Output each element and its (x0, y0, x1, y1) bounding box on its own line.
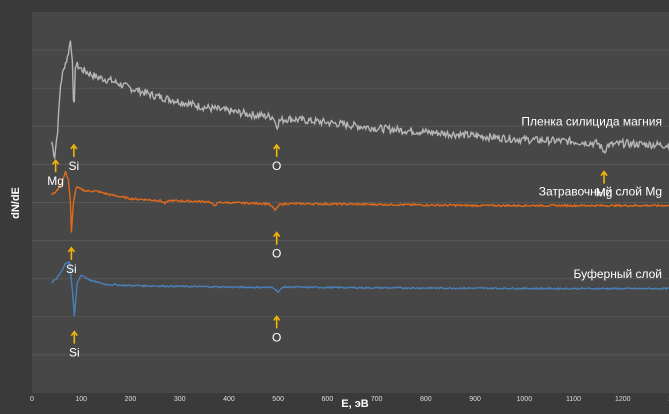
x-tick-label: 1200 (615, 396, 631, 403)
x-tick-label: 0 (30, 396, 34, 403)
x-tick-label: 100 (75, 396, 87, 403)
peak-label: Mg (596, 186, 613, 200)
peak-label: Si (66, 262, 77, 276)
x-tick-label: 400 (223, 396, 235, 403)
peak-arrow-icon (51, 158, 60, 173)
x-tick-label: 800 (420, 396, 432, 403)
peak-arrow-icon (67, 246, 76, 260)
x-tick-label: 300 (174, 396, 186, 403)
peak-label: Si (69, 346, 80, 360)
series-label: Пленка силицида магния (521, 114, 662, 128)
series-line (51, 260, 669, 317)
peak-annotations: Mg Si O Mg Si O Si O (47, 143, 613, 360)
x-tick-label: 700 (371, 396, 383, 403)
peak-label: Si (69, 159, 80, 173)
x-tick-label: 500 (272, 396, 284, 403)
series-line (51, 171, 669, 233)
peak-arrow-icon (600, 170, 608, 184)
peak-arrow-icon (70, 330, 78, 344)
x-tick-label: 1000 (517, 396, 533, 403)
series-layer: Пленка силицида магния Затравочный слой M… (51, 40, 669, 317)
x-tick-label: 1100 (566, 396, 581, 403)
x-axis-ticks: 0 100 200 300 400 500 600 700 800 900 1000 1100 1200… (30, 396, 669, 403)
peak-arrow-icon (273, 231, 281, 245)
x-tick-label: 200 (125, 396, 137, 403)
peak-arrow-icon (273, 143, 281, 157)
peak-label: O (272, 330, 281, 344)
series-label: Буферный слой (574, 267, 663, 281)
x-axis-label: E, эВ (341, 398, 369, 409)
peak-label: O (272, 247, 281, 261)
peak-arrow-icon (70, 143, 78, 157)
x-tick-label: 600 (322, 396, 334, 403)
peak-arrow-icon (273, 315, 281, 329)
series-label: Затравочный слой Mg (539, 185, 662, 199)
y-axis-label: dN/dE (10, 187, 22, 219)
x-tick-label: 900 (469, 396, 481, 403)
peak-label: Mg (47, 174, 64, 188)
peak-label: O (272, 159, 281, 173)
series-line (51, 40, 669, 159)
